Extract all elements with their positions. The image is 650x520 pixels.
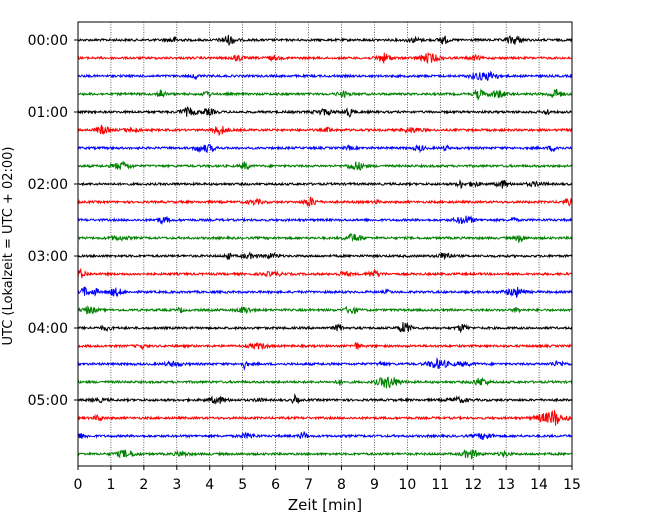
- y-axis-ticks: 00:00 01:00 02:00 03:00 04:00 05:00: [28, 33, 78, 409]
- seismogram-trace: [77, 70, 573, 82]
- seismogram-trace: [77, 88, 573, 102]
- seismogram-trace: [77, 409, 573, 426]
- seismogram-trace: [77, 251, 573, 261]
- x-tick-label: 12: [464, 477, 482, 493]
- seismogram-trace: [77, 304, 573, 315]
- seismogram-trace: [77, 322, 573, 334]
- x-tick-label: 8: [337, 477, 346, 493]
- seismogram-trace: [77, 51, 573, 65]
- seismogram-trace: [77, 34, 573, 46]
- x-tick-label: 6: [271, 477, 280, 493]
- plot-frame: [77, 21, 573, 467]
- seismogram-trace: [77, 143, 573, 154]
- y-tick-label: 01:00: [28, 105, 68, 121]
- y-tick-label: 02:00: [28, 177, 68, 193]
- x-axis-ticks: 0 1 2 3 4 5 6 7 8 9 10 11 12 13 14 15: [74, 466, 581, 493]
- y-tick-label: 04:00: [28, 321, 68, 337]
- seismogram-trace: [77, 357, 573, 372]
- x-tick-label: 1: [106, 477, 115, 493]
- seismogram-traces: [77, 34, 573, 460]
- x-tick-label: 7: [304, 477, 313, 493]
- seismogram-trace: [77, 233, 573, 244]
- minute-grid: [110, 22, 540, 466]
- seismogram-trace: [77, 267, 573, 279]
- seismogram-trace: [77, 430, 573, 440]
- seismogram-trace: [77, 160, 573, 171]
- x-tick-label: 4: [205, 477, 214, 493]
- x-tick-label: 0: [74, 477, 83, 493]
- y-axis-label: UTC (Lokalzeit = UTC + 02:00): [1, 147, 16, 346]
- seismogram-trace: [77, 285, 573, 299]
- x-tick-label: 2: [139, 477, 148, 493]
- seismogram-trace: [77, 105, 573, 118]
- seismogram-trace: [77, 448, 573, 460]
- x-tick-label: 14: [530, 477, 548, 493]
- seismogram-trace: [77, 124, 573, 136]
- x-tick-label: 15: [563, 477, 581, 493]
- seismogram-trace: [77, 215, 573, 226]
- y-tick-label: 03:00: [28, 249, 68, 265]
- seismogram-trace: [77, 178, 573, 190]
- x-tick-label: 5: [238, 477, 247, 493]
- seismogram-trace: [77, 196, 573, 208]
- seismogram-trace: [77, 341, 573, 351]
- y-tick-label: 00:00: [28, 33, 68, 49]
- x-axis-label: Zeit [min]: [288, 496, 362, 514]
- x-tick-label: 11: [431, 477, 449, 493]
- x-tick-label: 3: [172, 477, 181, 493]
- seismogram-trace: [77, 376, 573, 389]
- x-tick-label: 9: [370, 477, 379, 493]
- seismogram-trace: [77, 392, 573, 405]
- x-tick-label: 10: [398, 477, 416, 493]
- y-tick-label: 05:00: [28, 393, 68, 409]
- x-tick-label: 13: [497, 477, 515, 493]
